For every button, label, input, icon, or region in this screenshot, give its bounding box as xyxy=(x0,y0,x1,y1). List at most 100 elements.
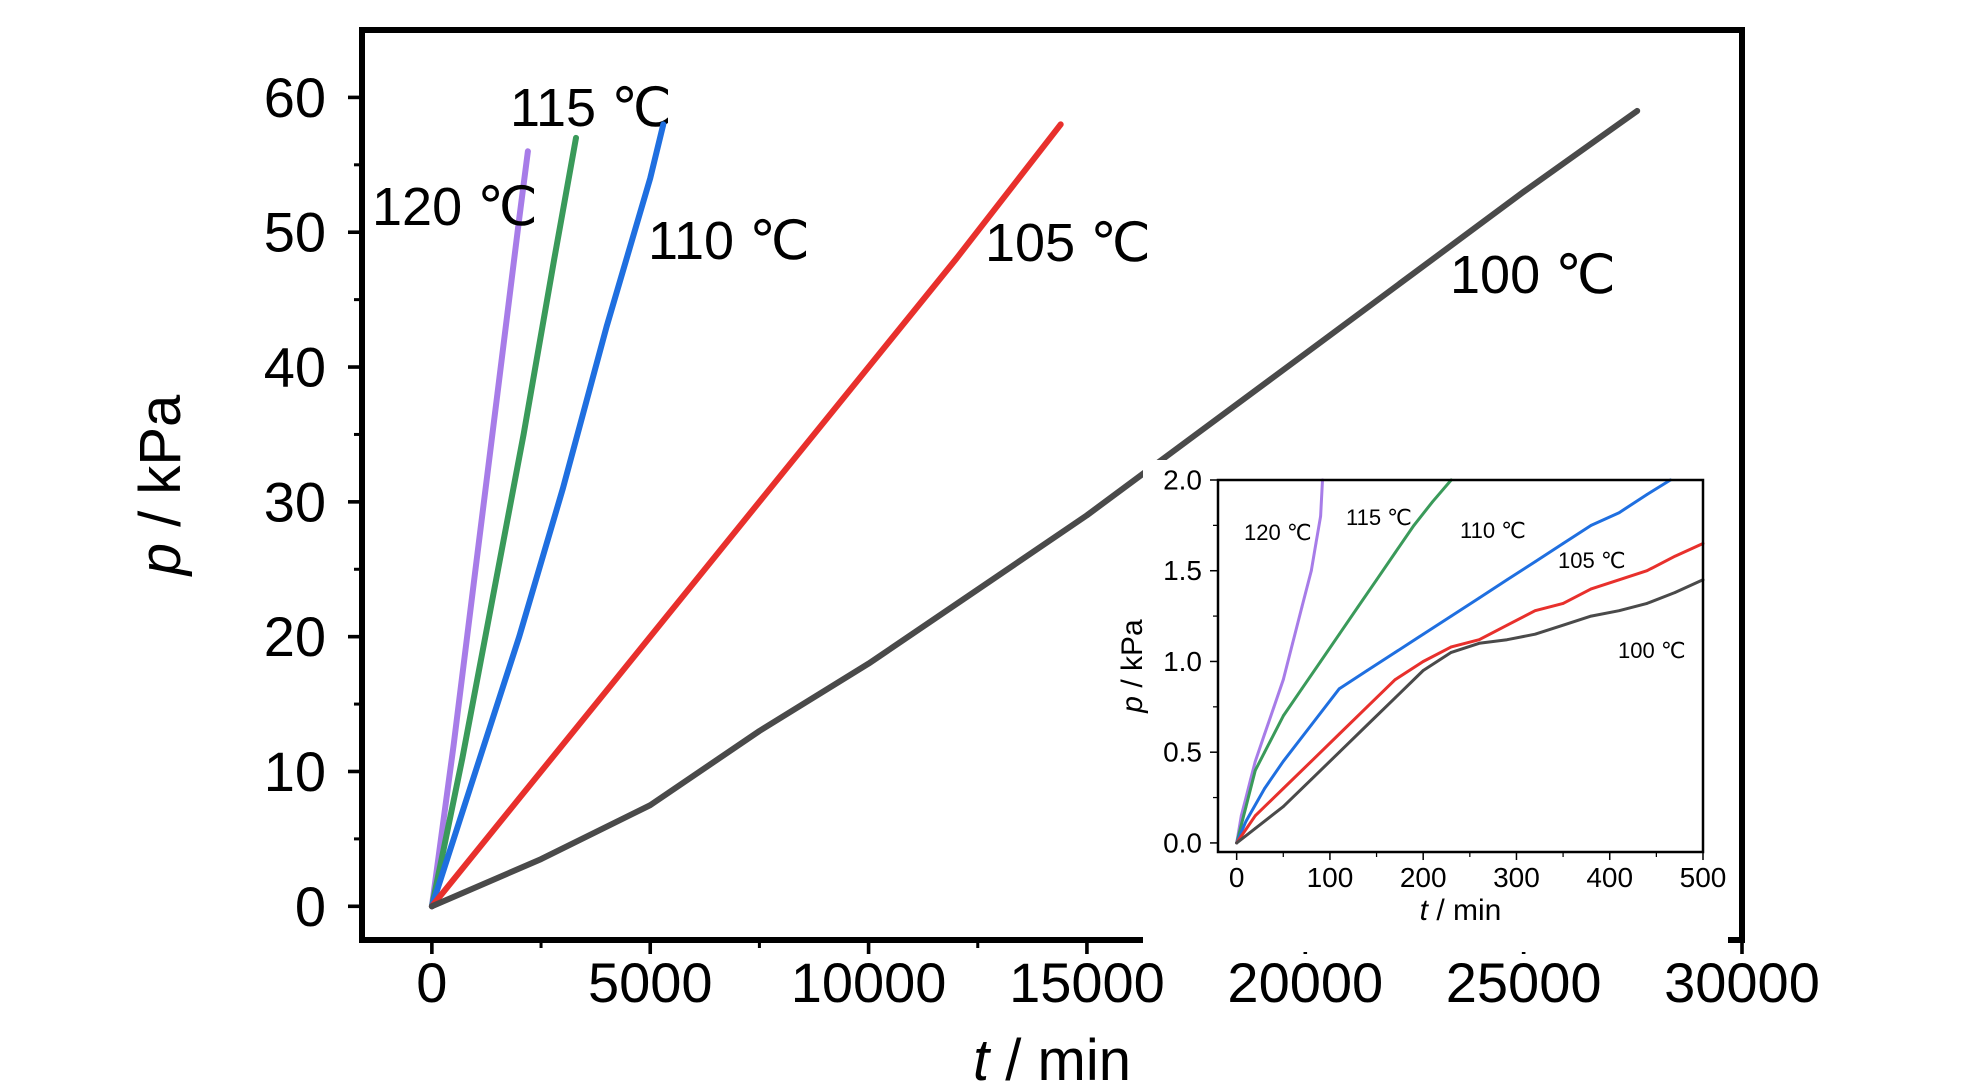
inset-data-point xyxy=(1431,500,1434,504)
main-y-tick-label: 30 xyxy=(264,470,326,533)
main-plot-frame xyxy=(359,27,1745,943)
main-y-tick-label: 40 xyxy=(264,336,326,399)
inset-data-point xyxy=(1281,714,1285,718)
main-data-point xyxy=(459,755,466,761)
main-data-point xyxy=(516,216,522,222)
inset-data-point xyxy=(1263,787,1266,790)
main-data-point xyxy=(1634,108,1640,114)
main-x-tick-label: 0 xyxy=(416,951,447,1014)
main-data-point xyxy=(756,728,763,734)
inset-series-label-115: 115 ℃ xyxy=(1346,505,1412,530)
inset-y-axis-label: p / kPa xyxy=(1116,619,1149,714)
inset-data-point xyxy=(1393,551,1397,554)
main-data-point xyxy=(573,135,579,141)
main-data-point xyxy=(647,175,653,181)
inset-y-axis-unit: / kPa xyxy=(1116,619,1149,696)
main-data-point xyxy=(865,660,872,667)
inset-data-point xyxy=(1421,632,1425,636)
inset-y-tick-label: 0.0 xyxy=(1163,827,1202,858)
inset-series-label-105: 105 ℃ xyxy=(1558,548,1626,573)
inset-data-point xyxy=(1337,632,1341,636)
main-data-point xyxy=(472,768,479,775)
inset-data-point xyxy=(1365,705,1369,709)
inset-data-point xyxy=(1235,841,1239,845)
main-data-point xyxy=(1058,121,1064,128)
main-data-point xyxy=(778,472,784,478)
main-data-point xyxy=(1193,431,1199,438)
inset-data-point xyxy=(1319,514,1322,518)
inset-data-point xyxy=(1272,705,1276,709)
inset-data-point xyxy=(1673,554,1677,558)
inset-series-line-100 xyxy=(1235,578,1705,845)
inset-data-point xyxy=(1617,578,1621,582)
inset-data-point xyxy=(1281,678,1285,681)
main-series-label-115: 115 ℃ xyxy=(510,78,672,138)
main-x-tick-label: 25000 xyxy=(1446,951,1602,1014)
inset-data-point xyxy=(1561,542,1565,545)
main-series-line-110 xyxy=(428,121,667,910)
main-data-point xyxy=(1411,270,1418,276)
inset-data-point xyxy=(1617,609,1621,613)
inset-data-point xyxy=(1449,651,1453,654)
inset-data-point xyxy=(1319,660,1322,663)
main-data-point xyxy=(660,121,666,128)
inset-data-point xyxy=(1365,723,1369,727)
inset-data-point xyxy=(1337,687,1341,691)
inset-x-tick-label: 200 xyxy=(1400,862,1447,893)
inset-series-label-120: 120 ℃ xyxy=(1244,520,1312,545)
inset-data-point xyxy=(1412,524,1416,527)
inset-data-point xyxy=(1393,678,1397,681)
inset-data-point xyxy=(1263,732,1266,736)
main-data-point xyxy=(603,323,610,330)
main-y-axis-label: p / kPa xyxy=(128,394,193,577)
main-x-tick-label: 20000 xyxy=(1227,951,1383,1014)
inset-backdrop xyxy=(1143,460,1728,952)
inset-data-point xyxy=(1300,605,1304,609)
inset-data-point xyxy=(1561,602,1565,605)
inset-data-point xyxy=(1589,587,1593,591)
inset-x-axis-unit: / min xyxy=(1428,894,1501,927)
inset-data-point xyxy=(1300,687,1304,691)
inset-data-point xyxy=(1309,778,1313,781)
main-series-line-100 xyxy=(428,107,1641,910)
main-series-line-105 xyxy=(428,121,1064,910)
main-data-point xyxy=(691,580,697,586)
inset-data-point xyxy=(1309,723,1313,727)
main-x-tick-label: 5000 xyxy=(588,951,713,1014)
main-data-point xyxy=(538,856,544,862)
inset-data-point xyxy=(1617,511,1621,515)
main-data-point xyxy=(865,364,872,370)
main-y-axis-unit: / kPa xyxy=(128,394,193,543)
inset-x-tick-label: 0 xyxy=(1229,862,1245,893)
inset-data-point xyxy=(1291,641,1294,645)
inset-y-tick-label: 1.5 xyxy=(1163,555,1202,586)
main-series-label-120: 120 ℃ xyxy=(372,177,538,237)
main-data-point xyxy=(525,148,531,154)
main-data-point xyxy=(451,741,457,748)
inset-y-axis-variable: p xyxy=(1116,696,1149,714)
inset-data-point xyxy=(1309,569,1313,573)
inset-data-point xyxy=(1244,819,1248,823)
inset-series-line-110 xyxy=(1235,478,1672,845)
main-y-tick-label: 20 xyxy=(264,605,326,668)
inset-x-tick-label: 300 xyxy=(1493,862,1540,893)
inset-plot-frame xyxy=(1216,478,1705,854)
main-y-axis-variable: p xyxy=(128,543,193,577)
main-series-line-115 xyxy=(428,134,579,910)
inset-series-line-105 xyxy=(1235,542,1705,845)
main-series-line-120 xyxy=(428,148,531,910)
inset-data-point xyxy=(1533,632,1537,636)
inset-data-point xyxy=(1253,814,1257,818)
inset-data-point xyxy=(1505,623,1509,627)
inset-data-point xyxy=(1314,542,1318,545)
inset-data-point xyxy=(1393,651,1397,654)
inset-data-point xyxy=(1393,696,1397,700)
inset-series-line-120 xyxy=(1235,478,1324,845)
inset-data-point xyxy=(1645,602,1649,605)
main-x-axis-label: t / min xyxy=(973,1028,1131,1087)
inset-data-point xyxy=(1365,669,1369,672)
inset-data-point xyxy=(1449,645,1453,649)
